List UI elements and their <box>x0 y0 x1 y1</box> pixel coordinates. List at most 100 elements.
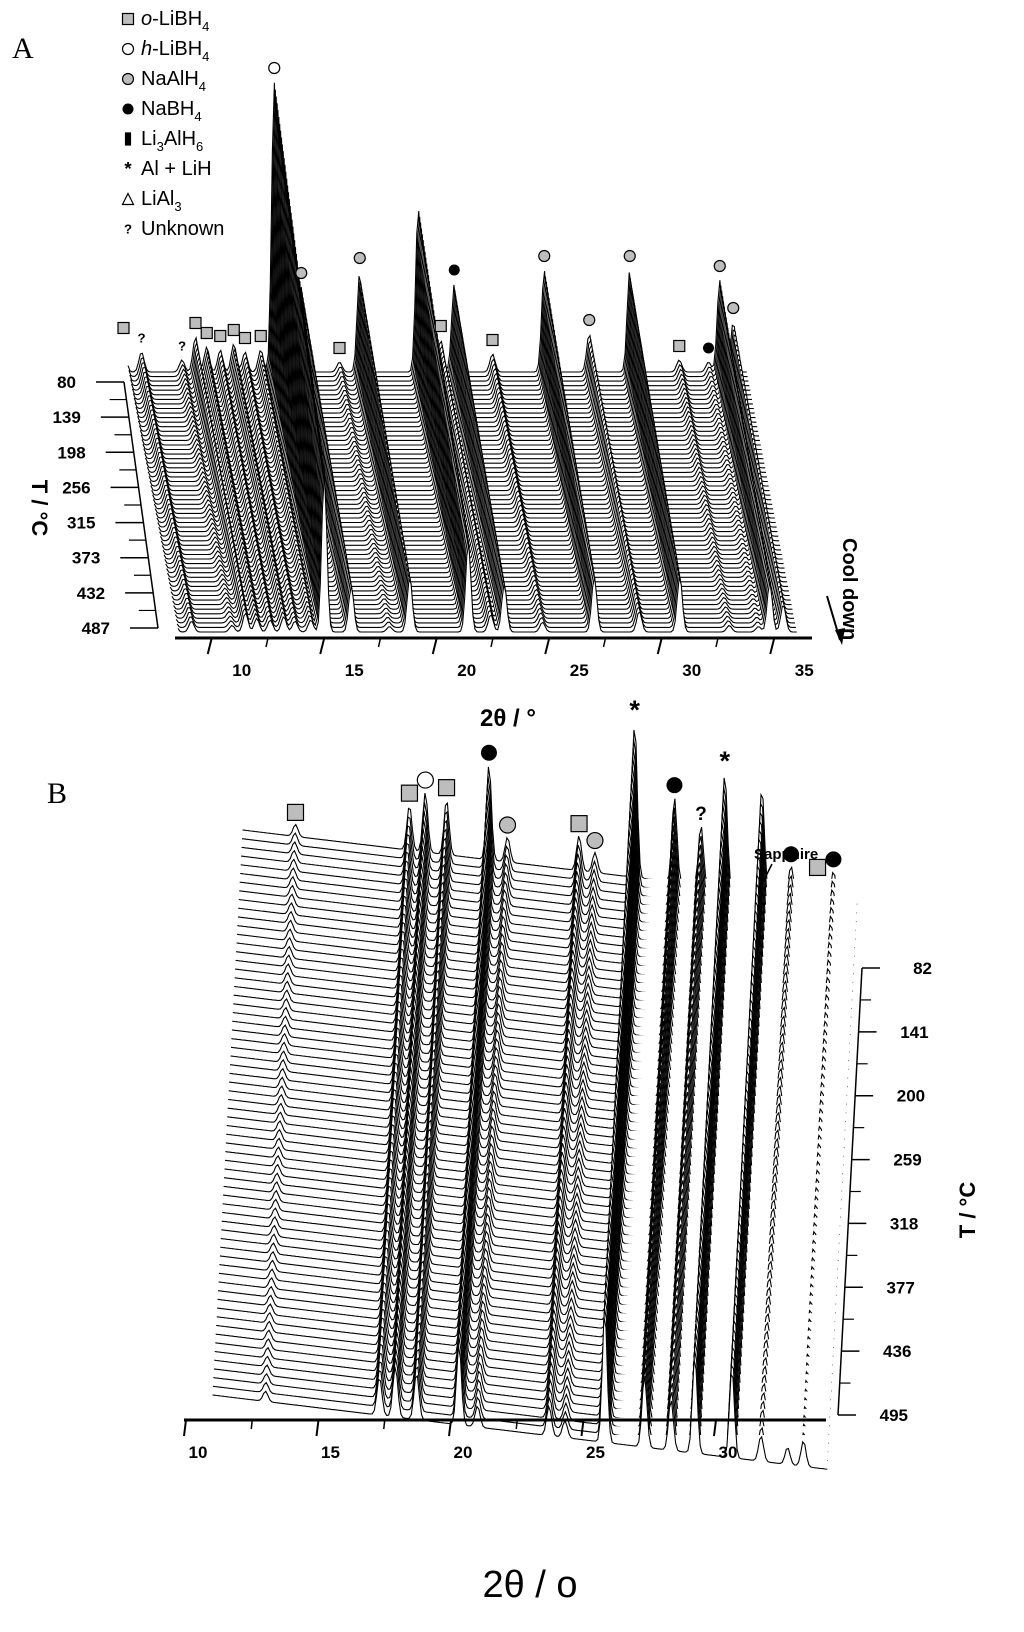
peak-marker: * <box>629 694 640 725</box>
x-minor-tick <box>602 637 607 648</box>
legend-symbol <box>121 192 135 206</box>
trace-line <box>159 329 779 537</box>
trace-line <box>154 294 774 514</box>
trace-fill <box>212 1317 828 1470</box>
peak-markers: *? * <box>286 694 842 877</box>
peak-marker <box>254 329 267 343</box>
peak-marker <box>538 249 551 263</box>
panel-b-label: B <box>47 777 67 810</box>
x-minor-tick <box>377 637 382 648</box>
peak-marker <box>570 815 588 833</box>
trace-line <box>169 411 789 592</box>
x-tick-label: 30 <box>682 661 701 680</box>
x-tick <box>315 1419 320 1437</box>
t-tick-label: 487 <box>82 619 110 638</box>
sapphire-annotation: Sapphire <box>754 846 818 863</box>
waterfall-traces <box>127 82 797 672</box>
peak-marker <box>713 259 726 273</box>
legend-item: * Al + LiH <box>124 158 211 180</box>
t-tick-label: 198 <box>57 443 85 462</box>
peak-marker <box>448 264 460 276</box>
trace-line <box>164 370 784 565</box>
sapphire-arrow <box>758 863 773 888</box>
t-tick-label: 82 <box>913 959 932 978</box>
peak-marker <box>727 301 740 315</box>
trace-line <box>177 472 797 633</box>
peak-marker <box>434 319 447 333</box>
peak-marker <box>437 779 456 797</box>
x-minor-tick <box>383 1419 386 1430</box>
x-tick <box>319 637 326 655</box>
t-tick-label: 259 <box>893 1151 921 1170</box>
trace-line <box>152 274 772 501</box>
peak-marker <box>200 326 213 340</box>
x-tick-label: 10 <box>232 661 251 680</box>
peak-marker <box>333 341 346 355</box>
trace-line <box>176 466 796 628</box>
trace-line <box>166 383 786 574</box>
trace-line <box>161 349 781 551</box>
axes: 10 15 20 25 30 35 2θ / ° 80 139 198 256 315 373 432 48… <box>27 373 814 732</box>
t-tick-label: 256 <box>62 478 90 497</box>
x-tick <box>183 1419 187 1437</box>
legend-symbol <box>121 42 135 56</box>
peak-marker: * <box>720 745 731 776</box>
peak-marker <box>623 249 636 263</box>
x-minor-tick <box>715 637 719 648</box>
legend-item: o-LiBH4 <box>121 8 209 34</box>
trace-line <box>173 438 793 610</box>
legend-symbol <box>121 12 135 26</box>
trace-line <box>160 335 780 542</box>
peak-marker: ? <box>695 804 707 825</box>
peak-marker <box>666 777 683 794</box>
peak-marker <box>480 744 497 761</box>
t-tick-label: 139 <box>52 408 80 427</box>
legend-item: Li3AlH6 <box>124 128 203 154</box>
legend-symbol <box>121 72 135 86</box>
x-minor-tick <box>265 637 269 648</box>
t-tick-label: 80 <box>57 373 76 392</box>
panel-b: B 10 15 20 25 30 2θ / o 82 141 200 259 318 377 436 49… <box>47 694 980 1606</box>
t-tick-label: 436 <box>883 1342 911 1361</box>
t-tick-label: 315 <box>67 514 95 533</box>
trace-line <box>153 288 774 510</box>
peak-marker <box>498 816 517 834</box>
x-tick <box>448 1419 452 1437</box>
t-tick-label: 432 <box>77 584 105 603</box>
legend-symbol <box>122 103 134 115</box>
t-tick-label: 141 <box>900 1023 928 1042</box>
legend: o-LiBH4 h-LiBH4 NaAlH4 NaBH4 Li3AlH6 * Al + Li… <box>121 8 224 240</box>
x-minor-tick <box>648 1419 651 1430</box>
x-tick <box>431 637 438 655</box>
x-tick-label: 15 <box>345 661 364 680</box>
legend-symbol: * <box>124 158 132 179</box>
x-tick <box>656 637 663 655</box>
x-tick-label: 20 <box>454 1443 473 1462</box>
x-tick-label: 30 <box>719 1443 738 1462</box>
legend-item: ? Unknown <box>124 218 224 240</box>
trace-line <box>150 260 770 492</box>
peak-marker <box>117 321 130 335</box>
peak-marker <box>703 342 714 354</box>
panel-a-label: A <box>12 32 34 65</box>
cool-down-arrow <box>826 595 845 645</box>
x-tick <box>544 637 551 655</box>
trace-line <box>148 247 768 483</box>
t-tick-label: 377 <box>886 1278 914 1297</box>
legend-label: NaBH4 <box>141 98 202 124</box>
x-tick-label: 25 <box>570 661 589 680</box>
peak-marker <box>189 316 202 330</box>
trace-line <box>156 308 776 524</box>
legend-label: h-LiBH4 <box>141 38 209 64</box>
legend-label: Al + LiH <box>141 158 212 180</box>
peak-marker <box>227 323 240 337</box>
legend-label: Unknown <box>141 218 224 240</box>
t-tick-label: 318 <box>890 1214 918 1233</box>
t-tick-label: 200 <box>897 1087 925 1106</box>
x-axis-label: 2θ / o <box>482 1564 577 1606</box>
peak-marker <box>416 771 434 789</box>
panel-a: A o-LiBH4 h-LiBH4 NaAlH4 NaBH4 Li3AlH6 * Al + … <box>12 8 860 732</box>
legend-label: NaAlH4 <box>141 68 206 94</box>
trace-line <box>157 315 777 528</box>
